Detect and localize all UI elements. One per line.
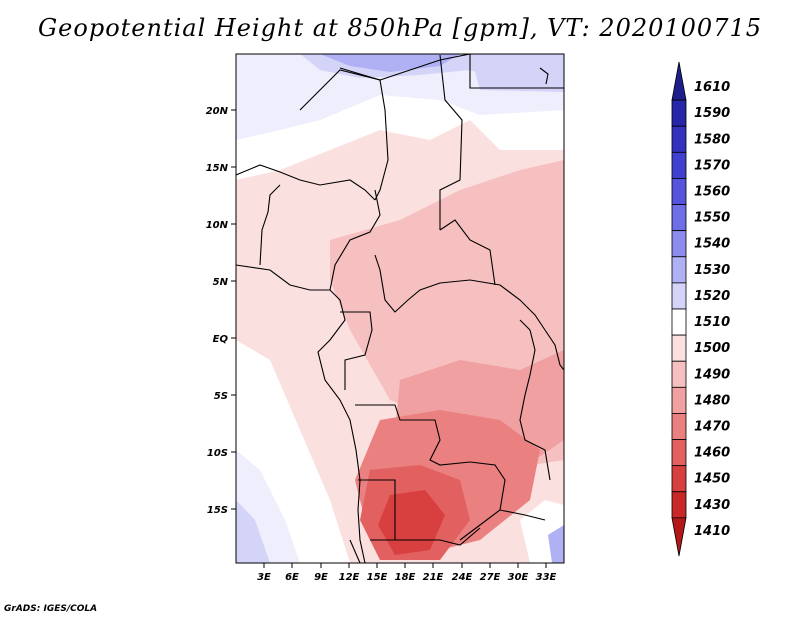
lon-label-15e: 15E <box>367 572 388 583</box>
lon-label-12e: 12E <box>339 572 360 583</box>
lat-axis: 20N 15N 10N 5N EQ 5S 10S 15S <box>206 106 236 516</box>
map-title: Geopotential Height at 850hPa [gpm], VT:… <box>38 14 762 42</box>
lon-label-9e: 9E <box>314 572 328 583</box>
lat-label-5s: 5S <box>214 391 228 402</box>
colorbar-label: 1540 <box>694 237 730 252</box>
colorbar-swatch <box>671 230 687 258</box>
colorbar-label: 1510 <box>694 315 730 330</box>
colorbar-swatch <box>671 308 687 336</box>
colorbar-label: 1460 <box>694 446 730 461</box>
colorbar-swatch <box>671 517 687 557</box>
lat-label-10n: 10N <box>206 220 229 231</box>
lon-label-6e: 6E <box>285 572 299 583</box>
lat-label-20n: 20N <box>206 106 229 117</box>
colorbar-label: 1550 <box>694 211 730 226</box>
colorbar-swatch <box>671 125 687 153</box>
colorbar-swatch <box>671 204 687 232</box>
colorbar-label: 1520 <box>694 289 730 304</box>
lon-label-27e: 27E <box>480 572 501 583</box>
colorbar-swatch <box>671 99 687 127</box>
colorbar-swatch <box>671 282 687 310</box>
colorbar-label: 1590 <box>694 106 730 121</box>
colorbar-swatch <box>671 386 687 414</box>
plot-frame <box>235 53 565 564</box>
colorbar-label: 1500 <box>694 341 730 356</box>
colorbar-swatch <box>671 334 687 362</box>
colorbar-swatch <box>671 256 687 284</box>
lon-label-21e: 21E <box>423 572 444 583</box>
lon-axis: 3E 6E 9E 12E 15E 18E 21E 24E 27E 30E 33E <box>257 563 557 583</box>
colorbar-label: 1570 <box>694 158 730 173</box>
colorbar-label: 1530 <box>694 263 730 278</box>
lon-label-33e: 33E <box>536 572 557 583</box>
grads-credit: GrADS: IGES/COLA <box>4 604 98 614</box>
colorbar-swatch <box>671 151 687 179</box>
colorbar-swatch <box>671 491 687 519</box>
colorbar-swatch <box>671 61 687 101</box>
colorbar-swatch <box>671 413 687 440</box>
lat-label-eq: EQ <box>213 334 229 345</box>
colorbar-label: 1410 <box>694 524 730 539</box>
country-borders <box>236 54 564 563</box>
colorbar-swatch <box>671 439 687 467</box>
lat-label-15s: 15S <box>207 505 228 516</box>
lat-label-5n: 5N <box>213 277 229 288</box>
colorbar-label: 1490 <box>694 367 730 382</box>
colorbar-label: 1480 <box>694 393 730 408</box>
height-field <box>236 54 564 563</box>
lat-label-15n: 15N <box>206 163 229 174</box>
colorbar-swatch <box>671 360 687 388</box>
colorbar-label: 1430 <box>694 498 730 513</box>
lon-label-18e: 18E <box>395 572 416 583</box>
colorbar-swatch <box>671 178 687 205</box>
colorbar-label: 1470 <box>694 420 730 435</box>
lon-label-3e: 3E <box>257 572 271 583</box>
colorbar-label: 1580 <box>694 132 730 147</box>
lon-label-30e: 30E <box>508 572 529 583</box>
colorbar-label: 1610 <box>694 80 730 95</box>
colorbar-swatch <box>671 465 687 493</box>
lat-label-10s: 10S <box>207 448 228 459</box>
colorbar-label: 1560 <box>694 185 730 200</box>
colorbar-label: 1450 <box>694 472 730 487</box>
colorbar: 1610 1590 1580 1570 1560 1550 1540 1530 1520 1510… <box>671 61 730 557</box>
lon-label-24e: 24E <box>452 572 473 583</box>
